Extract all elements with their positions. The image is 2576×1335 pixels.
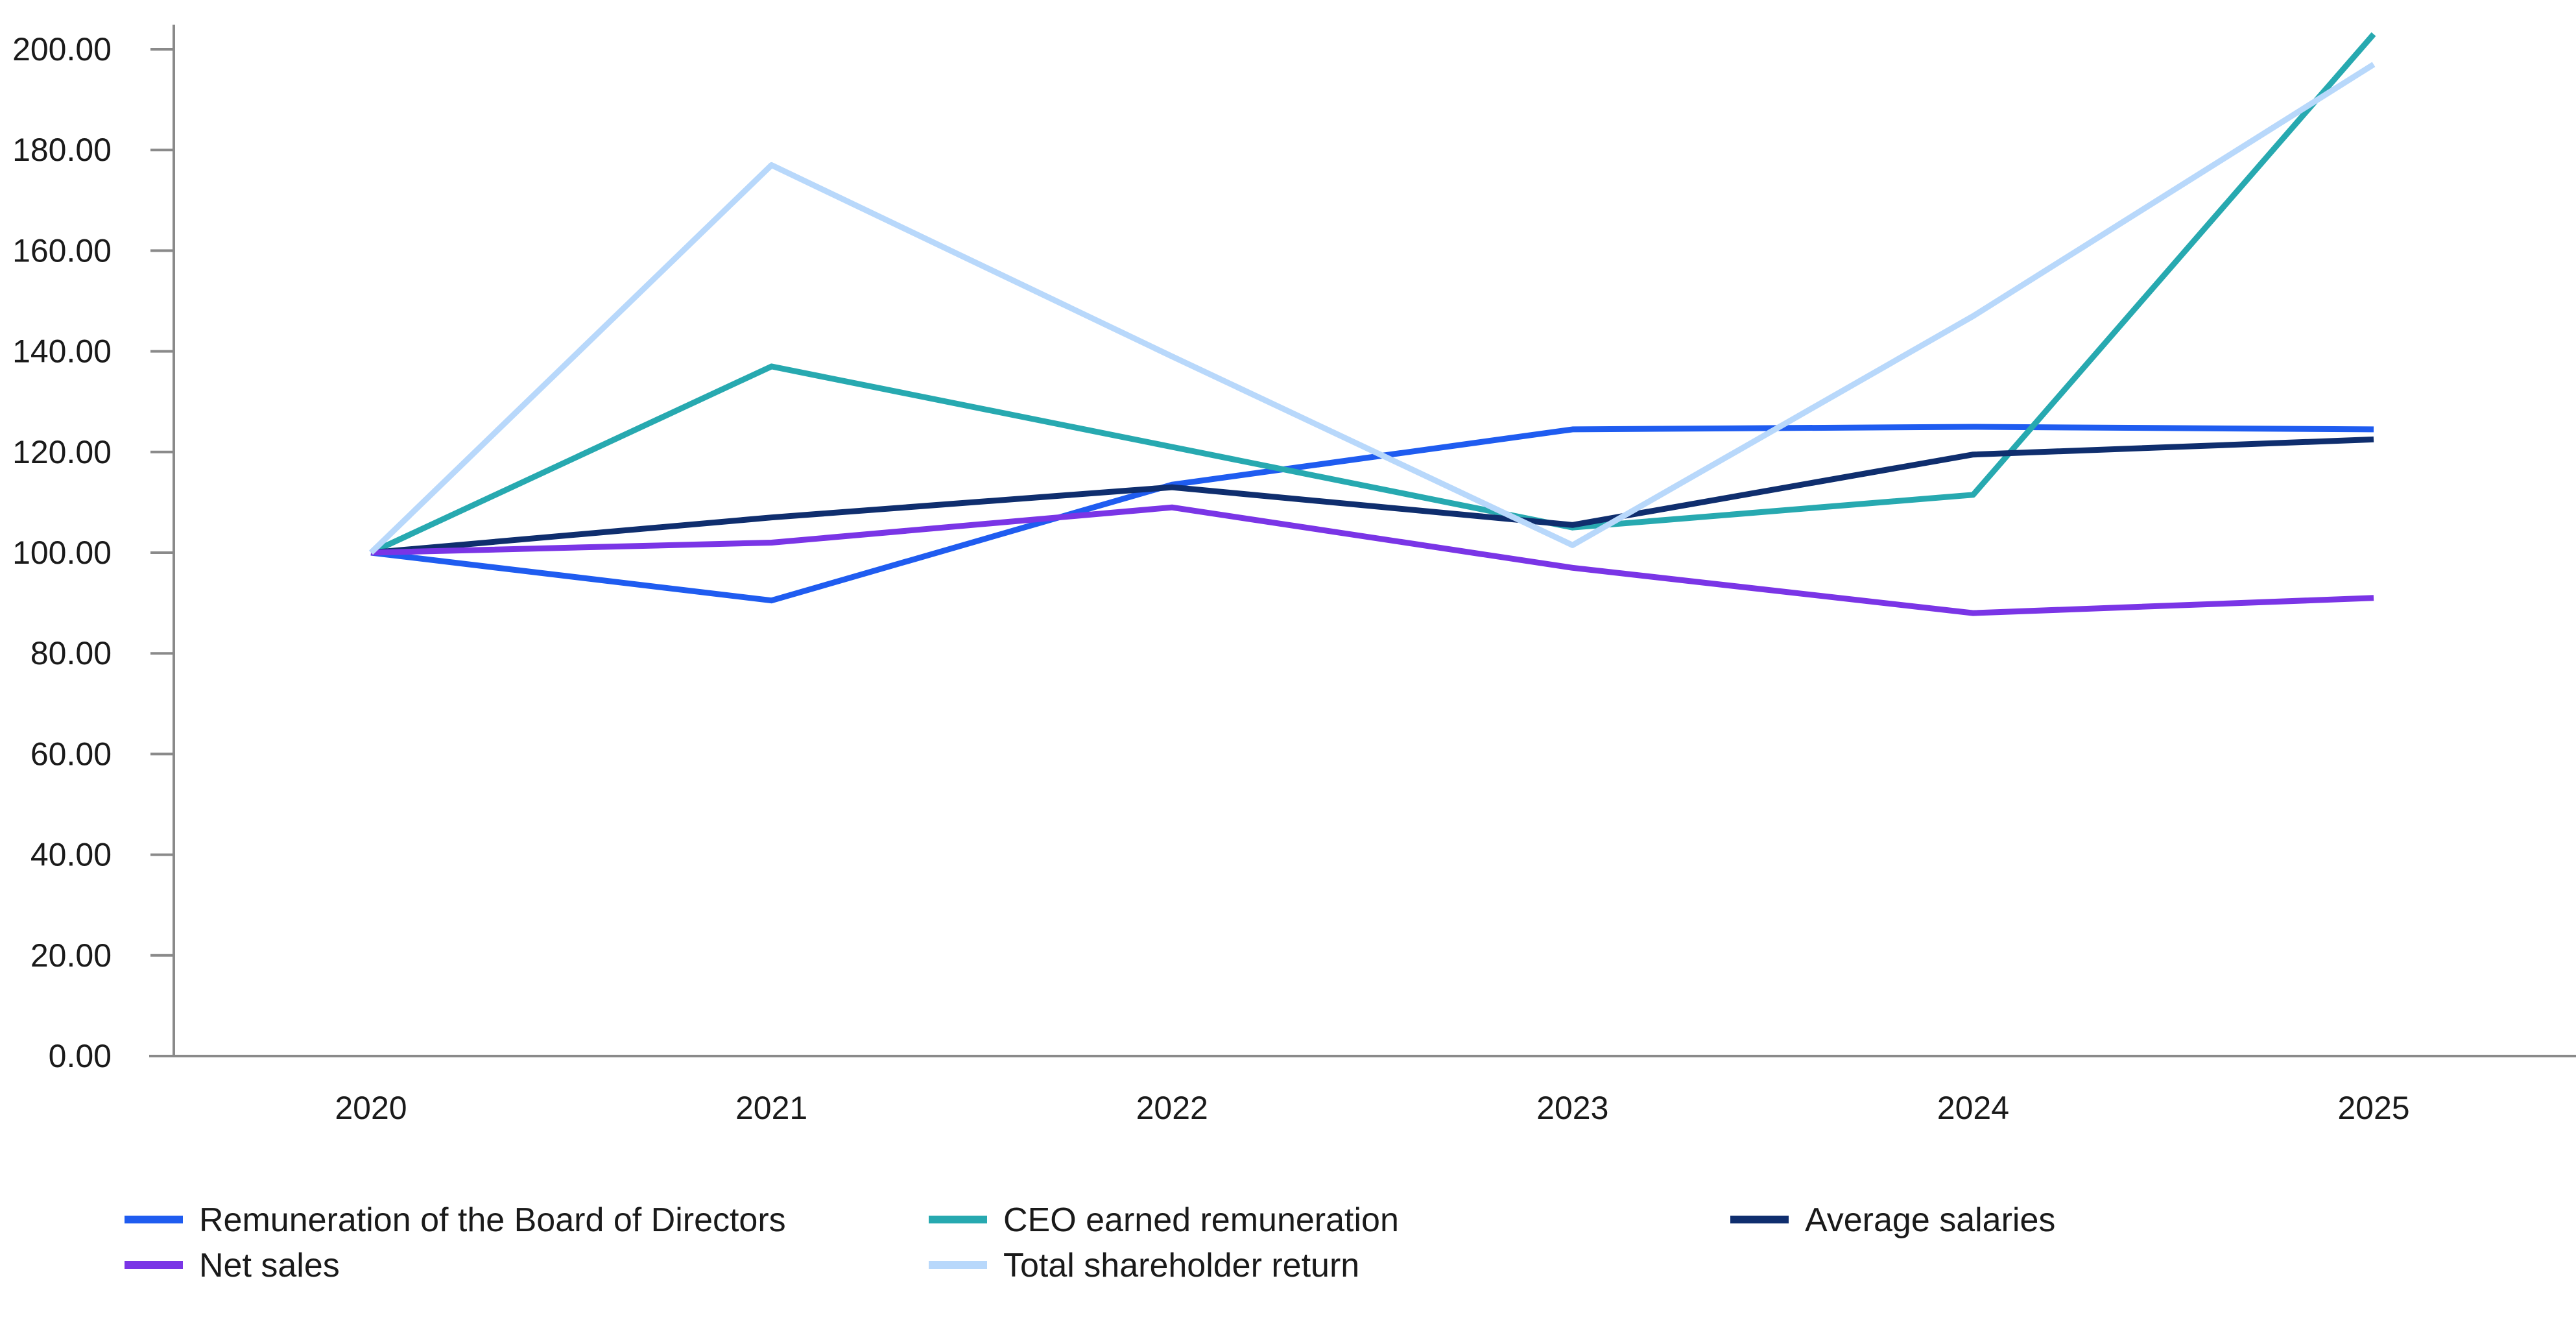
legend: Remuneration of the Board of Directors CE… bbox=[125, 1201, 2055, 1284]
x-tick-label: 2021 bbox=[735, 1090, 807, 1126]
legend-label: Net sales bbox=[199, 1247, 340, 1284]
y-tick-label: 160.00 bbox=[12, 232, 112, 269]
y-tick-label: 200.00 bbox=[12, 31, 112, 67]
y-tick-label: 140.00 bbox=[12, 333, 112, 370]
series-line-3 bbox=[370, 436, 2374, 556]
series-line-1 bbox=[370, 424, 2374, 604]
y-tick-label: 100.00 bbox=[12, 535, 112, 571]
legend-label: Remuneration of the Board of Directors bbox=[199, 1201, 786, 1239]
y-tick-label: 180.00 bbox=[12, 132, 112, 168]
x-tick-label: 2025 bbox=[2337, 1090, 2409, 1126]
y-tick-label: 60.00 bbox=[30, 736, 112, 772]
legend-label: Average salaries bbox=[1805, 1201, 2055, 1239]
y-tick-label: 0.00 bbox=[49, 1038, 112, 1074]
x-tick-label: 2020 bbox=[335, 1090, 407, 1126]
x-tick-label: 2024 bbox=[1937, 1090, 2009, 1126]
series-line-2 bbox=[370, 32, 2376, 556]
x-tick-label: 2023 bbox=[1536, 1090, 1608, 1126]
x-tick-label: 2022 bbox=[1136, 1090, 1208, 1126]
y-tick-label: 20.00 bbox=[30, 937, 112, 974]
legend-label: Total shareholder return bbox=[1003, 1247, 1359, 1284]
y-tick-label: 40.00 bbox=[30, 837, 112, 873]
series-line-5 bbox=[368, 62, 2376, 555]
legend-label: CEO earned remuneration bbox=[1003, 1201, 1399, 1239]
series-lines bbox=[368, 32, 2376, 616]
y-tick-label: 120.00 bbox=[12, 434, 112, 470]
axes: 0.00 20.00 40.00 60.00 80.00 100.00 120.00 140.… bbox=[12, 25, 2576, 1126]
series-line-4 bbox=[370, 504, 2374, 616]
y-tick-label: 80.00 bbox=[30, 635, 112, 671]
